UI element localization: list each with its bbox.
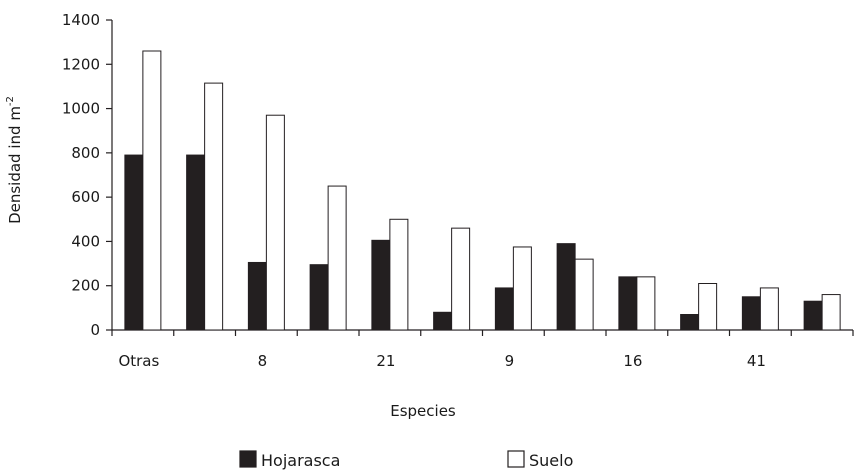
legend-label-suelo: Suelo xyxy=(529,451,573,470)
bar-hojarasca-0 xyxy=(124,154,144,331)
bar-suelo-11 xyxy=(821,294,841,331)
y-tick-label: 1000 xyxy=(62,100,100,118)
x-tick-label: 41 xyxy=(747,352,766,370)
bar-hojarasca-6 xyxy=(494,287,514,331)
bar-hojarasca-9 xyxy=(680,314,700,331)
x-axis-title: Especies xyxy=(390,402,456,420)
bar-suelo-10 xyxy=(759,287,779,331)
y-axis-title: Densidad ind m-2 xyxy=(5,96,24,224)
y-tick-label: 1400 xyxy=(62,11,100,29)
bar-suelo-2 xyxy=(265,114,285,331)
bars xyxy=(124,50,841,331)
y-tick-label: 200 xyxy=(71,277,100,295)
x-tick-label: 21 xyxy=(376,352,395,370)
bar-hojarasca-4 xyxy=(371,239,391,331)
bar-suelo-4 xyxy=(389,218,409,331)
bar-suelo-6 xyxy=(512,246,532,331)
legend-swatch-suelo xyxy=(507,450,525,468)
legend-swatch-hojarasca xyxy=(239,450,257,468)
bar-hojarasca-3 xyxy=(309,264,329,331)
bar-hojarasca-8 xyxy=(618,276,638,331)
y-axis: 0 200 400 600 800 1000 1200 1400 xyxy=(62,11,113,339)
y-tick-label: 600 xyxy=(71,188,100,206)
y-tick-label: 800 xyxy=(71,144,100,162)
bar-suelo-3 xyxy=(327,185,347,331)
x-tick-label: 8 xyxy=(258,352,268,370)
bar-hojarasca-2 xyxy=(247,261,267,331)
x-tick-label: 9 xyxy=(505,352,515,370)
bar-hojarasca-11 xyxy=(803,300,823,331)
bar-suelo-8 xyxy=(636,276,656,331)
bar-suelo-0 xyxy=(142,50,162,331)
bar-suelo-9 xyxy=(698,283,718,331)
bar-suelo-7 xyxy=(574,258,594,331)
legend-label-hojarasca: Hojarasca xyxy=(261,451,340,470)
y-tick-label: 0 xyxy=(90,321,100,339)
y-tick-label: 400 xyxy=(71,232,100,250)
bar-suelo-5 xyxy=(451,227,471,331)
bar-hojarasca-5 xyxy=(433,311,453,331)
bar-hojarasca-10 xyxy=(741,296,761,331)
x-axis: Otras 8 21 9 16 41 xyxy=(111,329,854,370)
bar-suelo-1 xyxy=(204,82,224,331)
y-tick-label: 1200 xyxy=(62,55,100,73)
x-tick-label: Otras xyxy=(118,352,159,370)
bar-hojarasca-7 xyxy=(556,243,576,331)
bar-hojarasca-1 xyxy=(186,154,206,331)
legend: Hojarasca Suelo xyxy=(239,450,573,470)
x-tick-label: 16 xyxy=(623,352,642,370)
